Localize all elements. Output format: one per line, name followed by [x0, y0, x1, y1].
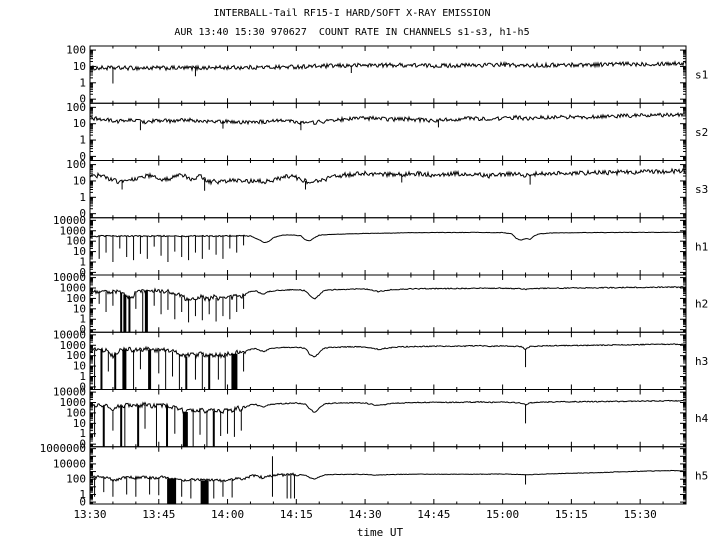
y-tick-label: 0 [79, 150, 86, 163]
channel-label-s1: s1 [695, 69, 708, 82]
x-axis-title: time UT [356, 526, 404, 539]
y-tick-label: 1 [79, 488, 86, 501]
x-tick-label: 13:30 [73, 508, 106, 521]
channel-label-s3: s3 [695, 183, 708, 196]
y-tick-label: 100 [66, 101, 86, 114]
x-tick-label: 14:30 [349, 508, 382, 521]
y-tick-label: 1000000 [40, 442, 86, 455]
x-tick-label: 15:15 [555, 508, 588, 521]
trace-h1 [90, 231, 686, 243]
y-tick-label: 1 [79, 370, 86, 383]
channel-label-h5: h5 [695, 469, 708, 482]
chart-title: INTERBALL-Tail RF15-I HARD/SOFT X-RAY EM… [213, 8, 491, 19]
y-tick-label: 0 [79, 380, 86, 393]
panel-frame-h1 [89, 217, 687, 276]
y-tick-label: 1000 [60, 224, 87, 237]
y-tick-label: 1 [79, 427, 86, 440]
panel-frame-s1 [89, 45, 687, 104]
y-tick-label: 100 [66, 406, 86, 419]
y-tick-label: 10000 [53, 457, 86, 470]
x-tick-label: 14:45 [417, 508, 450, 521]
y-tick-label: 0 [79, 266, 86, 279]
panel-frame-h4 [89, 389, 687, 448]
x-tick-label: 14:15 [280, 508, 313, 521]
y-tick-label: 1 [79, 76, 86, 89]
y-tick-label: 100 [66, 473, 86, 486]
trace-h2 [90, 286, 686, 303]
panel-frame-s3 [89, 160, 687, 219]
y-tick-label: 10 [73, 174, 86, 187]
y-tick-label: 1 [79, 255, 86, 268]
y-tick-label: 1000 [60, 282, 87, 295]
y-tick-label: 1 [79, 134, 86, 147]
channel-label-h3: h3 [695, 355, 708, 368]
y-tick-label: 10000 [53, 328, 86, 341]
y-tick-label: 0 [79, 93, 86, 106]
y-tick-label: 100 [66, 158, 86, 171]
y-tick-label: 10 [73, 302, 86, 315]
y-tick-label: 1000 [60, 339, 87, 352]
channel-label-h2: h2 [695, 298, 708, 311]
y-tick-label: 1 [79, 191, 86, 204]
x-tick-label: 13:45 [142, 508, 175, 521]
y-tick-label: 100 [66, 349, 86, 362]
y-tick-label: 10 [73, 360, 86, 373]
y-tick-label: 10000 [53, 271, 86, 284]
y-tick-label: 100 [66, 44, 86, 57]
y-tick-label: 0 [79, 438, 86, 451]
y-tick-label: 1000 [60, 396, 87, 409]
x-tick-label: 14:00 [211, 508, 244, 521]
channel-label-s2: s2 [695, 126, 708, 139]
y-tick-label: 10 [73, 245, 86, 258]
channel-label-h1: h1 [695, 240, 708, 253]
y-tick-label: 0 [79, 323, 86, 336]
y-tick-label: 10 [73, 60, 86, 73]
x-tick-label: 15:00 [486, 508, 519, 521]
trace-h3 [90, 343, 686, 360]
channel-label-h4: h4 [695, 412, 709, 425]
trace-h5 [90, 469, 686, 483]
y-tick-label: 100 [66, 292, 86, 305]
y-tick-label: 10000 [53, 386, 86, 399]
y-tick-label: 0 [79, 496, 86, 509]
panel-frame-s2 [89, 102, 687, 161]
y-tick-label: 10 [73, 117, 86, 130]
panel-frame-h5 [89, 446, 687, 505]
y-tick-label: 0 [79, 207, 86, 220]
trace-s3 [90, 167, 686, 186]
y-tick-label: 100 [66, 235, 86, 248]
trace-s1 [90, 60, 686, 72]
y-tick-label: 1 [79, 313, 86, 326]
panel-h5: 1000000 10000 100 10 h5 [40, 442, 709, 508]
y-tick-label: 10 [73, 417, 86, 430]
chart-subtitle: AUR 13:40 15:30 970627 COUNT RATE IN CHA… [174, 27, 530, 38]
trace-s2 [90, 112, 686, 126]
panel-frame-h2 [89, 274, 687, 333]
x-tick-label: 15:30 [624, 508, 657, 521]
trace-h4 [90, 399, 686, 415]
y-tick-label: 10000 [53, 214, 86, 227]
